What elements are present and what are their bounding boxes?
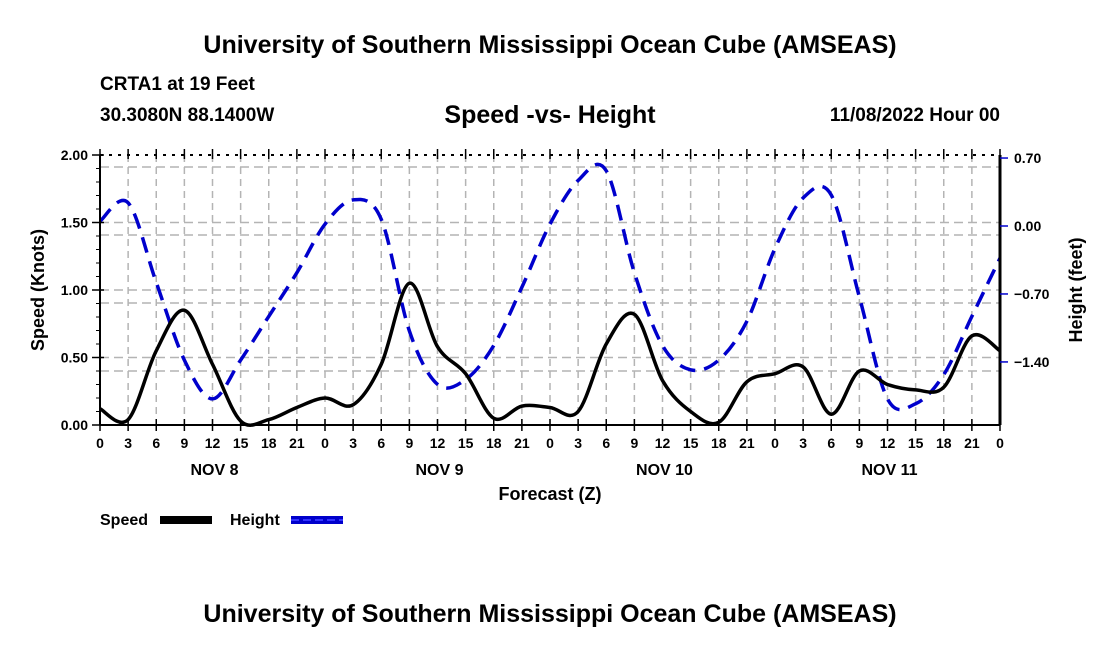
x-tick-label: 12: [880, 435, 896, 451]
y2-tick-label: 0.00: [1014, 218, 1041, 234]
station-label: CRTA1 at 19 Feet: [100, 74, 255, 95]
x-tick-label: 6: [152, 435, 160, 451]
x-tick-label: 9: [630, 435, 638, 451]
series-line-speed: [99, 281, 1002, 427]
tick-labels: 0 3 6 9 12 15 18 21 0 3 6 9 12 15 18 21 0 3 6 9 12 15 18 21 0 3 6 9…: [61, 147, 1050, 479]
y2-tick-label: −0.70: [1014, 286, 1050, 302]
x-tick-label: 3: [574, 435, 582, 451]
series-line-height: [98, 162, 1002, 412]
y-tick-label: 1.00: [61, 282, 88, 298]
x-tick-label: 0: [771, 435, 779, 451]
forecast-timestamp: 11/08/2022 Hour 00: [829, 105, 1000, 126]
x-tick-label: 3: [124, 435, 132, 451]
x-tick-label: 15: [458, 435, 474, 451]
x-tick-label: 6: [827, 435, 835, 451]
x-tick-label: 0: [321, 435, 329, 451]
x-tick-label: 9: [180, 435, 188, 451]
x-day-label: NOV 11: [861, 462, 917, 479]
x-tick-label: 21: [964, 435, 980, 451]
x-tick-label: 3: [349, 435, 357, 451]
x-day-label: NOV 8: [190, 462, 238, 479]
x-tick-label: 12: [655, 435, 671, 451]
x-tick-label: 18: [936, 435, 952, 451]
coordinates-label: 30.3080N 88.1400W: [100, 105, 275, 126]
y2-tick-label: 0.70: [1014, 150, 1041, 166]
y-axis-title: Speed (Knots): [28, 229, 48, 351]
y2-axis-title: Height (feet): [1066, 238, 1086, 343]
legend: Speed Height: [100, 512, 343, 529]
x-tick-label: 15: [683, 435, 699, 451]
grid-lines: [100, 155, 1000, 425]
legend-swatch-speed: [160, 516, 212, 524]
y-tick-label: 2.00: [61, 147, 88, 163]
main-title: University of Southern Mississippi Ocean…: [203, 31, 897, 59]
x-tick-label: 0: [546, 435, 554, 451]
x-tick-label: 15: [908, 435, 924, 451]
x-tick-label: 21: [739, 435, 755, 451]
x-tick-label: 12: [205, 435, 221, 451]
x-tick-label: 0: [96, 435, 104, 451]
chart-subtitle: Speed -vs- Height: [444, 101, 656, 129]
y-tick-label: 0.00: [61, 417, 88, 433]
legend-label-speed: Speed: [100, 512, 148, 529]
x-day-label: NOV 10: [636, 462, 693, 479]
x-tick-label: 6: [377, 435, 385, 451]
axes-group: [92, 149, 1008, 431]
legend-label-height: Height: [230, 512, 280, 529]
x-tick-label: 9: [405, 435, 413, 451]
y-tick-label: 1.50: [61, 215, 88, 231]
footer-title: University of Southern Mississippi Ocean…: [203, 600, 897, 628]
x-tick-label: 6: [602, 435, 610, 451]
x-axis-title: Forecast (Z): [498, 484, 601, 504]
x-tick-label: 3: [799, 435, 807, 451]
x-day-label: NOV 9: [415, 462, 463, 479]
y2-tick-label: −1.40: [1014, 354, 1050, 370]
series-group: [98, 162, 1002, 427]
x-tick-label: 0: [996, 435, 1004, 451]
x-tick-label: 12: [430, 435, 446, 451]
x-tick-label: 18: [711, 435, 727, 451]
y-tick-label: 0.50: [61, 350, 88, 366]
x-tick-label: 15: [233, 435, 249, 451]
x-tick-label: 21: [514, 435, 530, 451]
x-tick-label: 21: [289, 435, 305, 451]
x-tick-label: 18: [486, 435, 502, 451]
x-tick-label: 18: [261, 435, 277, 451]
x-tick-label: 9: [855, 435, 863, 451]
